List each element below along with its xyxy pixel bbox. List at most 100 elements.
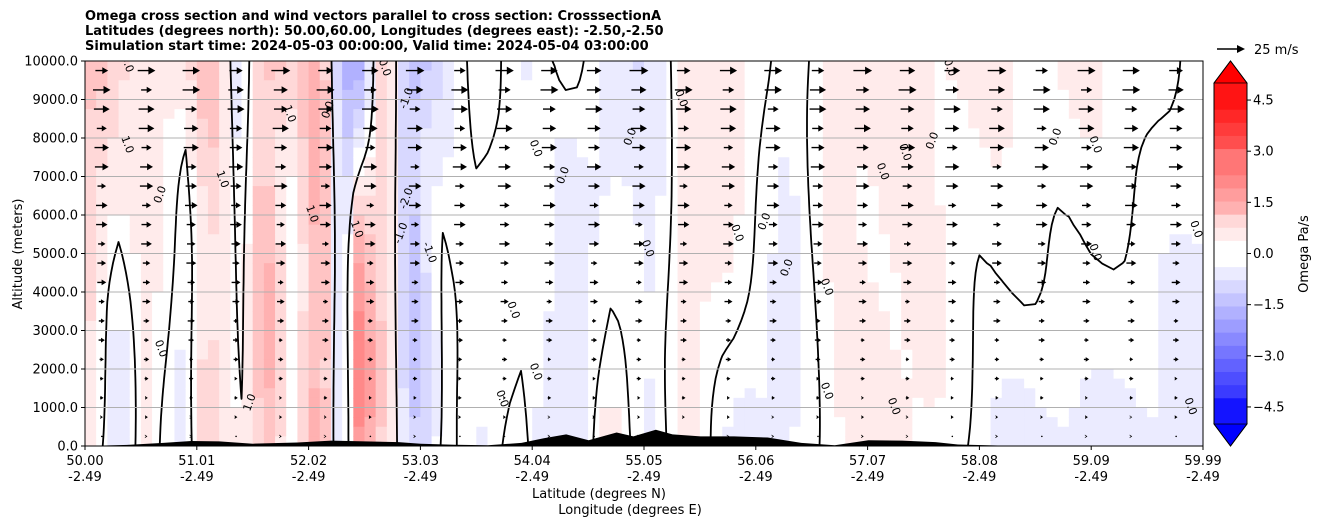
omega-cell: [230, 417, 243, 428]
wind-vector: [812, 125, 824, 132]
omega-cell: [957, 243, 969, 255]
omega-cell: [957, 397, 969, 409]
omega-cell: [655, 109, 667, 120]
omega-cell: [107, 186, 120, 197]
omega-cell: [1147, 224, 1159, 235]
omega-cell: [1024, 272, 1036, 283]
omega-cell: [621, 205, 634, 216]
omega-cell: [834, 61, 846, 72]
omega-cell: [453, 157, 466, 168]
wind-vector: [411, 221, 420, 228]
omega-cell: [990, 349, 1003, 360]
omega-cell: [398, 301, 410, 312]
omega-cell: [923, 349, 936, 360]
omega-cell: [498, 147, 511, 158]
omega-cell: [543, 195, 556, 206]
omega-cell: [532, 378, 544, 389]
omega-cell: [1080, 234, 1092, 245]
wind-vector: [898, 85, 917, 94]
omega-cell: [465, 436, 477, 446]
omega-cell: [532, 186, 544, 197]
omega-cell: [398, 243, 410, 255]
omega-cell: [509, 195, 522, 206]
omega-cell: [599, 234, 612, 245]
omega-cell: [1180, 359, 1193, 370]
wind-vector: [234, 395, 238, 400]
omega-cell: [789, 359, 802, 370]
wind-vector: [279, 396, 282, 400]
omega-cell: [1135, 272, 1148, 283]
x-tick-label-lon: -2.49: [1074, 470, 1108, 485]
omega-cell: [1024, 417, 1036, 428]
omega-cell: [207, 195, 220, 206]
omega-cell: [644, 61, 656, 72]
omega-cell: [453, 436, 466, 446]
colorbar-band: [1214, 397, 1247, 412]
omega-cell: [487, 272, 500, 283]
omega-cell: [1012, 70, 1025, 81]
omega-cell: [1068, 330, 1081, 341]
omega-cell: [1180, 378, 1193, 389]
omega-cell: [476, 186, 489, 197]
omega-cell: [901, 157, 913, 168]
omega-cell: [1169, 205, 1182, 216]
omega-cell: [1147, 99, 1159, 110]
omega-cell: [1191, 349, 1203, 360]
omega-cell: [1024, 166, 1036, 178]
omega-cell: [945, 253, 958, 264]
omega-cell: [219, 234, 231, 245]
omega-cell: [453, 89, 466, 101]
omega-cell: [699, 157, 712, 168]
omega-cell: [85, 224, 97, 235]
omega-cell: [1068, 301, 1081, 312]
omega-cell: [889, 89, 902, 101]
omega-cell: [766, 349, 779, 360]
contour-label: 0.0: [1046, 126, 1064, 147]
omega-cell: [263, 89, 276, 101]
omega-cell: [1113, 272, 1126, 283]
omega-cell: [1191, 99, 1203, 110]
omega-cell: [375, 99, 388, 110]
omega-cell: [1080, 359, 1092, 370]
omega-cell: [1001, 157, 1014, 168]
omega-cell: [901, 61, 913, 72]
colorbar-band: [1214, 83, 1247, 97]
omega-cell: [196, 320, 209, 332]
omega-cell: [152, 118, 164, 129]
omega-cell: [990, 253, 1003, 264]
omega-cell: [409, 311, 421, 322]
omega-cell: [901, 166, 913, 178]
omega-cell: [431, 109, 444, 120]
omega-cell: [543, 118, 556, 129]
omega-cell: [778, 292, 790, 303]
omega-cell: [1068, 359, 1081, 370]
omega-cell: [565, 157, 578, 168]
omega-cell: [207, 388, 220, 399]
wind-vector: [812, 202, 824, 209]
omega-cell: [990, 157, 1003, 168]
omega-cell: [319, 369, 332, 380]
omega-cell: [711, 311, 723, 322]
omega-cell: [375, 118, 388, 129]
omega-cell: [263, 215, 276, 226]
wind-vector: [142, 260, 151, 266]
omega-cell: [308, 253, 321, 264]
omega-cell: [420, 263, 433, 274]
omega-cell: [957, 138, 969, 149]
omega-cell: [96, 186, 108, 197]
omega-cell: [889, 195, 902, 206]
omega-cell: [1001, 215, 1014, 226]
omega-cell: [979, 61, 992, 72]
omega-cell: [621, 89, 634, 101]
omega-cell: [901, 70, 913, 81]
omega-cell: [163, 224, 176, 235]
omega-cell: [163, 89, 176, 101]
wind-vector: [721, 182, 735, 190]
omega-cell: [140, 369, 153, 380]
omega-cell: [655, 359, 667, 370]
x-tick-label-lon: -2.49: [515, 470, 549, 485]
omega-cell: [655, 369, 667, 380]
omega-cell: [834, 320, 846, 332]
omega-cell: [465, 147, 477, 158]
omega-cell: [733, 224, 746, 235]
